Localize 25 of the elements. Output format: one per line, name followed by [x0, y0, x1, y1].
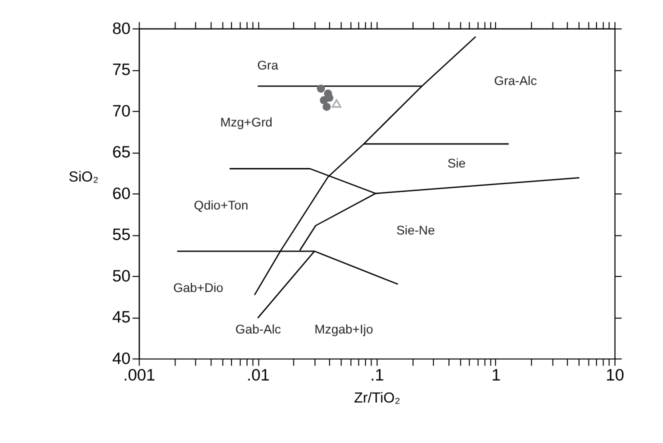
annotation: Gab+Dio [173, 281, 224, 296]
annotation: Gab-Alc [235, 322, 281, 336]
annotation: Mzg+Grd [220, 115, 272, 130]
y-tick-label: 55 [112, 226, 131, 244]
x-tick-label: .1 [370, 366, 384, 384]
x-tick-label: .01 [246, 366, 270, 384]
annotation: Qdio+Ton [194, 198, 248, 213]
y-tick-label: 45 [112, 308, 131, 327]
annotation: Mzgab+Ijo [314, 322, 374, 336]
y-tick-label: 75 [112, 61, 131, 80]
x-tick-label: 10 [606, 366, 624, 384]
y-tick-label: 50 [112, 267, 131, 286]
annotation: Gra [257, 58, 280, 72]
annotation: Gra-Alc [494, 74, 537, 88]
y-tick-label: 65 [112, 144, 131, 162]
annotation: Sie [447, 156, 466, 171]
x-tick-label: .001 [123, 366, 156, 384]
y-tick-label: 70 [112, 102, 131, 120]
y-tick-label: 40 [112, 350, 131, 368]
y-tick-label: 80 [112, 20, 131, 38]
annotation: Sie-Ne [396, 223, 435, 238]
x-axis-title: Zr/TiO₂ [354, 390, 400, 407]
x-tick-label: 1 [491, 366, 501, 384]
y-axis-title: SiO₂ [68, 169, 99, 186]
y-tick-label: 60 [112, 184, 131, 203]
